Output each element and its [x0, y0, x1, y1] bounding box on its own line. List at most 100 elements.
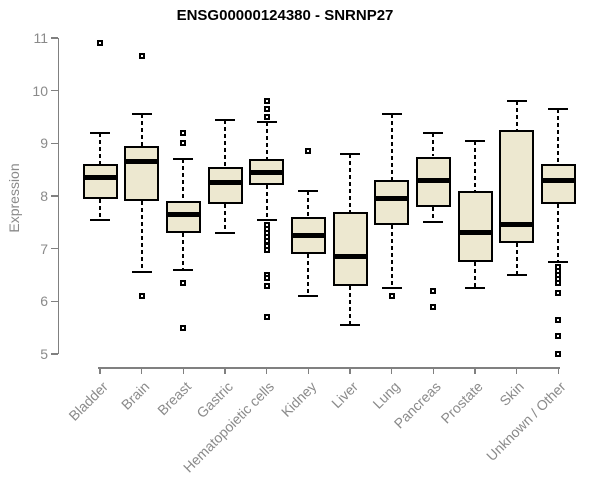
whisker-cap-lower	[548, 260, 569, 263]
whisker-upper	[140, 114, 143, 146]
y-tick-label: 7	[40, 240, 48, 257]
whisker-cap-upper	[256, 121, 277, 124]
whisker-lower	[349, 285, 352, 326]
whisker-cap-lower	[423, 221, 444, 224]
whisker-lower	[140, 201, 143, 273]
y-tick-label: 11	[33, 30, 48, 46]
iqr-box	[540, 164, 576, 204]
whisker-lower	[182, 232, 185, 270]
whisker-lower	[99, 198, 101, 220]
whisker-upper	[307, 190, 310, 218]
whisker-lower	[432, 206, 435, 223]
whisker-cap-lower	[215, 231, 235, 234]
y-tick-label: 10	[32, 82, 48, 99]
whisker-upper	[224, 119, 226, 168]
x-tick-label: Breast	[154, 378, 195, 419]
x-axis-tick	[390, 367, 393, 374]
outlier-point	[263, 275, 270, 282]
y-axis-tick	[51, 195, 58, 197]
outlier-point	[180, 129, 187, 136]
whisker-cap-lower	[381, 287, 402, 290]
median-line	[290, 233, 326, 238]
x-axis-tick	[515, 367, 518, 374]
x-tick-label: Skin	[496, 378, 528, 409]
whisker-cap-upper	[173, 158, 194, 161]
outlier-point	[263, 314, 270, 321]
whisker-upper	[432, 132, 435, 157]
whisker-cap-upper	[506, 100, 527, 103]
median-line	[207, 180, 243, 186]
x-tick-label: Liver	[327, 378, 361, 412]
whisker-cap-upper	[548, 108, 569, 111]
median-line	[457, 230, 493, 236]
x-axis-tick	[99, 367, 101, 374]
whisker-lower	[307, 253, 310, 297]
y-tick-label: 6	[40, 293, 48, 310]
outlier-point	[138, 53, 145, 60]
outlier-point	[263, 106, 270, 113]
whisker-cap-lower	[340, 324, 361, 327]
x-axis-tick	[140, 367, 143, 374]
outlier-point	[180, 324, 187, 331]
whisker-cap-upper	[215, 118, 235, 121]
whisker-cap-upper	[340, 152, 361, 155]
x-axis-tick	[349, 367, 351, 374]
whisker-lower	[265, 185, 268, 220]
whisker-lower	[224, 203, 226, 233]
whisker-lower	[557, 203, 560, 262]
y-axis-tick	[51, 142, 58, 145]
x-axis-line	[98, 367, 561, 369]
x-axis-tick	[182, 367, 185, 374]
y-axis-line	[57, 38, 59, 354]
median-line	[82, 175, 118, 181]
outlier-point	[555, 279, 562, 286]
median-line	[332, 254, 368, 260]
whisker-lower	[515, 243, 518, 275]
median-line	[165, 211, 201, 217]
x-axis-tick	[557, 367, 560, 374]
iqr-box	[207, 167, 243, 204]
whisker-lower	[474, 261, 477, 289]
whisker-cap-upper	[90, 131, 110, 134]
iqr-box	[374, 180, 410, 225]
y-axis-tick	[51, 300, 58, 303]
x-tick-label: Brain	[117, 378, 153, 413]
median-line	[540, 177, 576, 183]
whisker-upper	[265, 122, 268, 160]
iqr-box	[165, 201, 201, 233]
median-line	[499, 222, 535, 228]
y-axis-tick	[51, 353, 58, 355]
whisker-cap-lower	[506, 274, 527, 276]
whisker-upper	[474, 140, 477, 191]
whisker-upper	[349, 153, 352, 212]
whisker-upper	[182, 159, 185, 202]
median-line	[124, 159, 160, 165]
y-tick-label: 9	[40, 135, 48, 152]
chart-title: ENSG00000124380 - SNRNP27	[176, 7, 394, 24]
whisker-cap-upper	[465, 139, 486, 142]
outlier-point	[430, 287, 437, 294]
iqr-box	[332, 211, 368, 286]
whisker-cap-lower	[173, 268, 194, 271]
outlier-point	[555, 351, 562, 357]
whisker-cap-upper	[381, 113, 402, 116]
whisker-lower	[390, 224, 393, 289]
x-tick-label: Kidney	[277, 378, 320, 420]
outlier-point	[180, 279, 187, 286]
y-axis-tick	[51, 89, 58, 92]
outlier-point	[138, 293, 145, 300]
x-axis-tick	[307, 367, 310, 374]
outlier-point	[97, 40, 103, 47]
whisker-cap-lower	[465, 287, 486, 290]
whisker-cap-upper	[298, 189, 319, 192]
whisker-upper	[390, 114, 393, 181]
median-line	[374, 196, 410, 202]
outlier-point	[555, 290, 562, 297]
x-tick-label: Prostate	[437, 378, 486, 427]
y-tick-label: 8	[40, 188, 48, 204]
iqr-box	[457, 190, 493, 262]
outlier-point	[430, 303, 437, 310]
outlier-point	[180, 140, 187, 147]
outlier-point	[263, 282, 270, 289]
whisker-cap-upper	[423, 131, 444, 134]
